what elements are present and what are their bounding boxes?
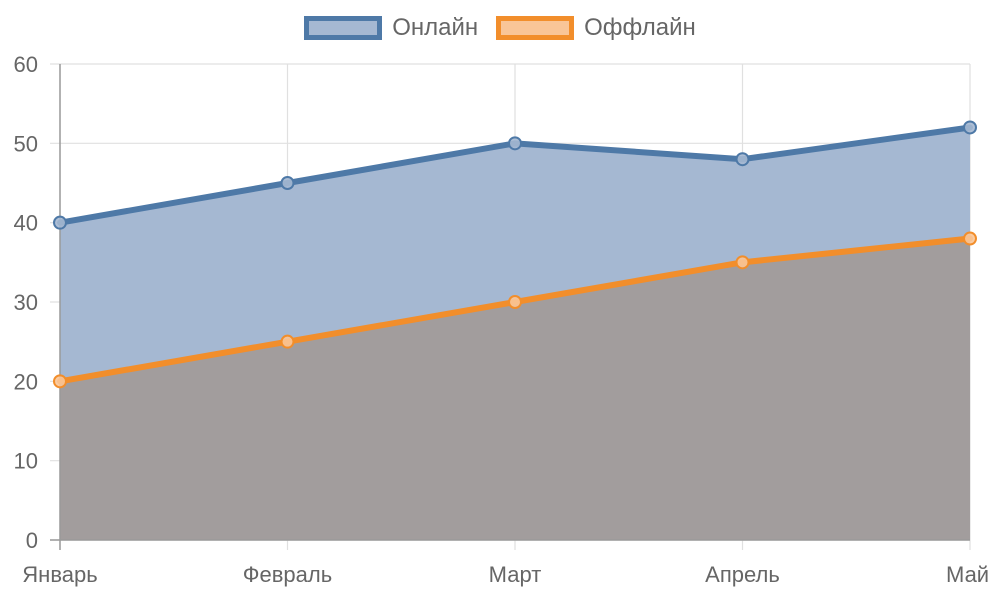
- point-online[interactable]: [508, 136, 522, 151]
- point-online[interactable]: [735, 152, 750, 167]
- point-offline[interactable]: [53, 374, 67, 389]
- legend: Онлайн Оффлайн: [0, 14, 1000, 42]
- point-offline[interactable]: [280, 334, 295, 349]
- x-tick-label: Январь: [22, 562, 97, 587]
- axes: [50, 64, 970, 550]
- y-tick-label: 30: [14, 290, 38, 315]
- legend-swatch-offline: [496, 16, 575, 40]
- y-tick-label: 60: [14, 52, 38, 77]
- y-tick-label: 40: [14, 211, 38, 236]
- y-tick-label: 0: [26, 528, 38, 553]
- points: [53, 120, 977, 389]
- point-offline[interactable]: [963, 231, 977, 246]
- point-online[interactable]: [963, 120, 977, 135]
- point-offline[interactable]: [508, 295, 522, 309]
- x-axis-tick-labels: Январь Февраль Март Апрель Май: [22, 562, 989, 587]
- point-online[interactable]: [280, 176, 295, 190]
- x-tick-label: Май: [946, 562, 989, 587]
- y-tick-label: 20: [14, 369, 38, 394]
- x-tick-label: Февраль: [243, 562, 332, 587]
- y-axis-tick-labels: 0 10 20 30 40 50 60: [14, 52, 38, 553]
- point-offline[interactable]: [735, 255, 750, 270]
- y-tick-label: 10: [14, 449, 38, 474]
- y-tick-label: 50: [14, 131, 38, 156]
- legend-label-offline: Оффлайн: [584, 14, 696, 41]
- legend-item-offline[interactable]: Оффлайн: [496, 14, 696, 42]
- legend-swatch-online: [304, 16, 383, 40]
- x-tick-label: Апрель: [705, 562, 780, 587]
- x-tick-label: Март: [489, 562, 542, 587]
- legend-label-online: Онлайн: [392, 14, 479, 41]
- area-offline: [60, 238, 970, 541]
- point-online[interactable]: [53, 215, 67, 230]
- legend-item-online[interactable]: Онлайн: [304, 14, 478, 42]
- areas: [60, 127, 970, 541]
